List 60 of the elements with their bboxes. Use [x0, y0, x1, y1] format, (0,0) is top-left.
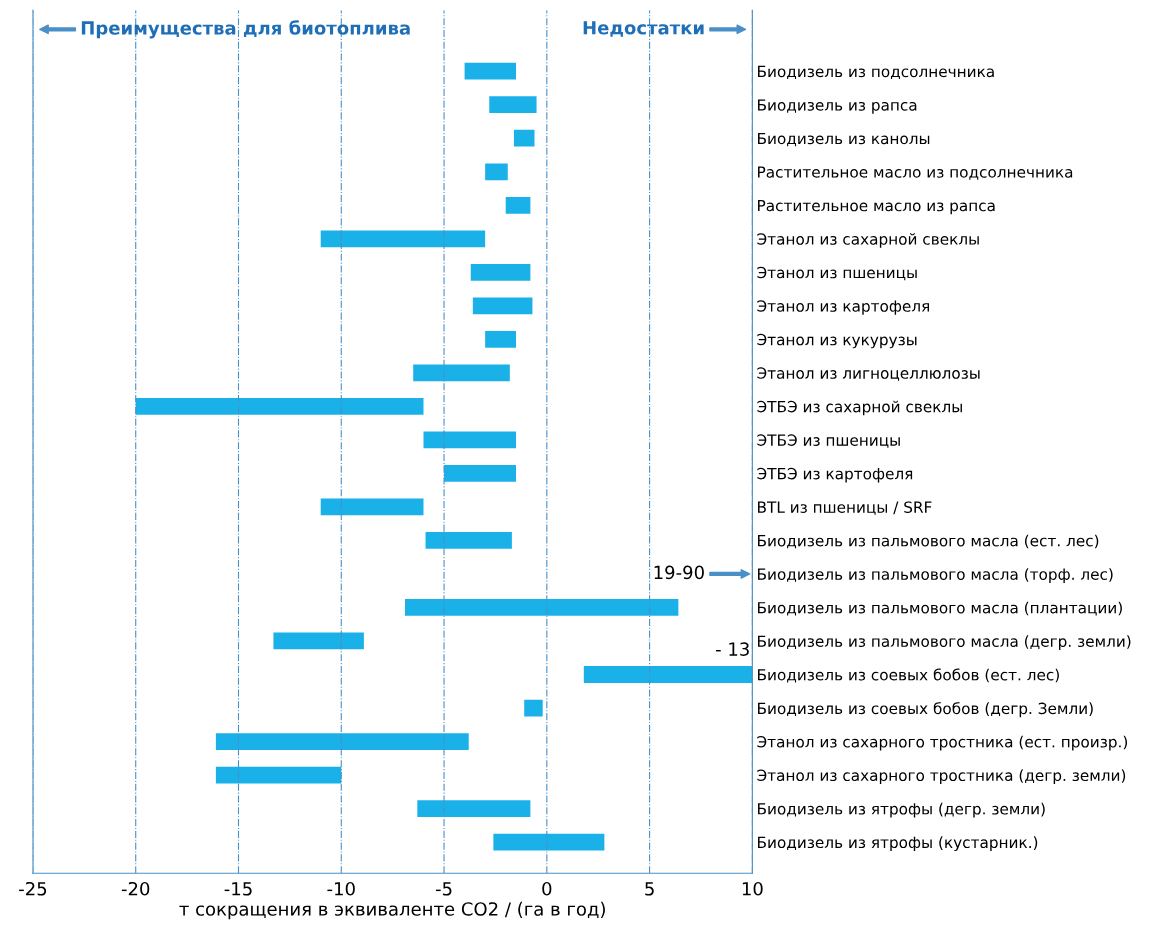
y-tick-label: Растительное масло из рапса: [758, 199, 995, 215]
y-tick-label: Этанол из картофеля: [757, 300, 929, 315]
y-tick-label: Биодизель из подсолнечника: [758, 65, 994, 80]
bar: [485, 330, 516, 348]
y-tick-label: Этанол из кукурузы: [757, 333, 917, 349]
y-tick-label: Растительное масло из подсолнечника: [758, 166, 1073, 180]
x-tick-label: -15: [224, 882, 252, 896]
x-tick-label: 10: [742, 881, 763, 896]
bar: [423, 431, 516, 449]
bar: [320, 498, 424, 516]
y-tick-label: Этанол из лигноцеллюлозы: [757, 367, 980, 381]
annotation: 19-90: [654, 565, 704, 580]
bar: [417, 800, 531, 817]
y-tick-label: Этанол из сахарного тростника (дегр. земли): [757, 769, 1126, 785]
text: Преимущества для биотоплива: [81, 20, 410, 39]
bar: [404, 599, 679, 616]
bar: [215, 766, 342, 784]
bar: [472, 297, 533, 315]
y-tick-label: Биодизель из пальмового масла (плантации): [758, 601, 1122, 616]
y-tick-label: Этанол из сахарной свеклы: [757, 233, 979, 248]
annotation: - 13: [715, 642, 749, 656]
bar: [215, 733, 469, 750]
y-tick-label: Биодизель из соевых бобов (дегр. Земли): [758, 702, 1093, 718]
bar: [273, 632, 364, 650]
text: Недостатки: [583, 21, 704, 37]
bar: [413, 364, 510, 382]
bar: [135, 397, 424, 415]
bar: [485, 163, 508, 181]
y-tick-label: Биодизель из соевых бобов (ест. лес): [758, 668, 1059, 683]
x-axis-title: т сокращения в эквиваленте CO2 / (га в год): [179, 901, 605, 920]
x-tick-label: 5: [645, 882, 654, 896]
y-tick-label: ЭТБЭ из пшеницы: [757, 434, 900, 448]
bar: [524, 699, 543, 717]
bar: [444, 465, 516, 482]
bar: [513, 129, 535, 147]
bar: [493, 833, 605, 851]
x-tick-label: -10: [327, 881, 355, 896]
y-tick-label: Биодизель из пальмового масла (торф. лес): [758, 568, 1113, 583]
bar: [425, 532, 512, 549]
y-tick-label: Биодизель из канолы: [758, 132, 930, 147]
y-tick-label: Биодизель из пальмового масла (дегр. земли): [758, 635, 1131, 650]
x-tick-label: 0: [542, 881, 552, 896]
bar: [489, 96, 537, 114]
bar: [464, 62, 516, 80]
x-tick-label: -25: [19, 881, 47, 896]
x-tick-label: -20: [121, 881, 150, 896]
bar: [320, 230, 486, 248]
x-tick-label: -5: [435, 882, 452, 896]
y-tick-label: Этанол из сахарного тростника (ест. произр.): [757, 735, 1128, 751]
y-tick-label: ЭТБЭ из картофеля: [757, 467, 913, 483]
y-tick-label: Этанол из пшеницы: [757, 266, 917, 281]
bar: [505, 196, 531, 214]
y-tick-label: Биодизель из ятрофы (дегр. земли): [758, 802, 1045, 818]
bar: [470, 263, 531, 281]
y-tick-label: Биодизель из ятрофы (кустарник.): [758, 836, 1038, 852]
bar: [583, 666, 753, 683]
y-tick-label: Биодизель из рапса: [758, 99, 917, 114]
y-tick-label: BTL из пшеницы / SRF: [758, 501, 932, 515]
y-tick-label: ЭТБЭ из сахарной свеклы: [757, 400, 962, 416]
y-tick-label: Биодизель из пальмового масла (ест. лес): [758, 534, 1099, 549]
